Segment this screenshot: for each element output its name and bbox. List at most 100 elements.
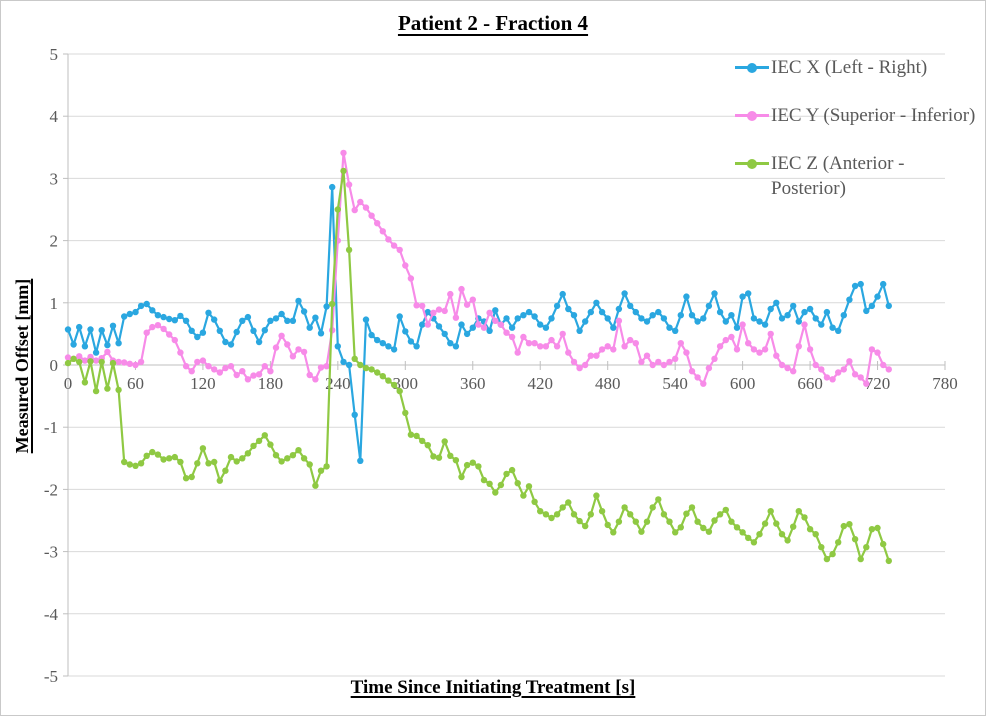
series-iec_z-marker [166,455,173,462]
series-iec_x-marker [851,282,859,290]
series-iec_z-marker [272,452,280,459]
series-iec_y-marker [160,325,167,333]
series-iec_y-marker [694,374,701,381]
series-iec_z-marker [340,167,347,175]
series-iec_y-marker [733,346,741,353]
series-iec_y-marker [441,307,448,315]
series-iec_x-marker [255,338,263,346]
series-iec_x-marker [666,324,673,331]
series-iec_y-marker [604,343,611,350]
series-iec_x-marker [632,308,639,316]
x-tick-label: 660 [797,374,823,393]
y-tick-label: 1 [50,294,59,313]
series-iec_z-marker [677,524,684,531]
series-iec_y-marker [452,314,460,321]
series-iec_x-marker [368,331,375,339]
series-iec_y-marker [823,374,831,381]
series-iec_z-marker [81,379,89,386]
series-iec_x-marker [694,318,701,325]
series-iec_x-marker [739,293,746,300]
series-iec_x-marker [604,315,611,322]
series-iec_y-marker [655,358,662,366]
series-iec_y-marker [542,343,550,350]
series-iec_z-marker [643,518,651,525]
series-iec_y-marker [239,368,246,375]
series-iec_z-marker [70,355,77,362]
series-iec_z-marker [750,539,758,546]
series-iec_y-marker [587,352,594,359]
series-iec_x-marker [441,330,448,338]
series-iec_y-marker [413,302,420,309]
series-iec_z-marker [638,528,645,535]
series-iec_x-marker [728,312,735,319]
series-iec_x-marker [553,302,561,310]
series-iec_z-marker [823,555,831,563]
series-iec_x-marker [312,314,319,321]
series-iec_y-marker [300,348,308,356]
series-iec_x-marker [284,317,291,324]
series-iec_x-marker [137,302,145,310]
series-iec_y-marker [132,361,139,369]
series-iec_y-marker [840,366,847,373]
series-iec_x-marker [868,302,876,310]
series-iec_z-marker [795,508,802,515]
x-tick-label: 720 [865,374,891,393]
series-iec_y-marker [672,355,679,362]
series-iec_z-marker [694,518,701,525]
series-iec_x-marker [458,321,465,328]
series-iec_y-marker [627,336,634,344]
series-iec_x-marker [548,315,555,322]
series-iec_z-marker [672,529,679,536]
series-iec_z-marker [419,437,426,445]
series-iec_z-marker [829,550,836,558]
series-iec_z-marker [570,511,578,518]
series-iec_y-marker [188,368,195,375]
series-iec_z-marker [548,514,555,522]
series-iec_z-marker [627,511,634,518]
legend-dot-icon [747,110,757,121]
series-iec_y-marker [76,353,83,360]
series-iec_x-marker [239,317,246,324]
legend-item-iec-z: IEC Z (Anterior - Posterior) [735,151,976,201]
series-iec_x-marker [716,308,724,316]
series-iec_x-marker [582,318,589,325]
series-iec_x-marker [233,328,240,336]
y-tick-label: 3 [50,169,59,188]
series-iec_z-marker [379,373,386,380]
series-iec_x-marker [160,313,167,321]
series-iec_x-marker [396,313,403,320]
series-iec_z-marker [728,518,735,525]
series-iec_x-marker [76,323,83,331]
series-iec_z-marker [851,536,859,543]
series-iec_y-marker [267,368,274,375]
series-iec_x-marker [115,340,122,347]
series-iec_y-marker [649,361,656,369]
series-iec_y-marker [683,349,690,356]
series-iec_x-marker [362,316,370,323]
series-iec_x-marker [278,310,285,318]
series-iec_y-marker [700,380,707,387]
series-iec_y-marker [548,336,555,344]
series-iec_z-marker [683,510,690,517]
series-iec_z-marker [244,450,252,457]
series-iec_z-marker [441,438,448,445]
series-iec_z-marker [413,432,420,440]
series-iec_y-marker [469,296,476,303]
series-iec_y-marker [666,358,673,366]
series-iec_y-marker [537,343,544,350]
series-iec_x-marker [64,326,72,333]
series-iec_z-marker [700,524,707,532]
series-iec_z-marker [115,386,122,394]
series-iec_y-marker [368,212,375,219]
chart-title: Patient 2 - Fraction 4 [397,11,589,35]
series-iec_x-marker [823,308,831,316]
series-iec_y-marker [374,220,381,227]
series-iec_y-marker [379,228,386,235]
series-iec_y-marker [632,340,639,347]
series-iec_z-marker [806,526,814,533]
series-iec_x-marker [199,329,207,336]
series-iec_z-marker [857,555,864,563]
series-iec_z-marker [227,453,235,461]
series-iec_x-marker [357,457,364,464]
series-iec_x-marker [688,312,696,319]
